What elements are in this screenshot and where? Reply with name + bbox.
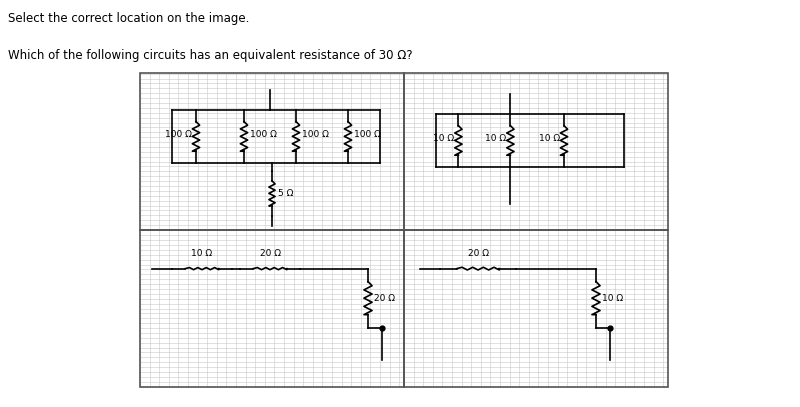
Text: 10 Ω: 10 Ω bbox=[191, 249, 213, 258]
Text: 100 Ω: 100 Ω bbox=[165, 130, 192, 139]
Bar bbox=[140, 73, 404, 230]
Text: 20 Ω: 20 Ω bbox=[374, 293, 395, 303]
Text: 10 Ω: 10 Ω bbox=[602, 293, 623, 303]
Text: 10 Ω: 10 Ω bbox=[434, 134, 454, 143]
Bar bbox=[404, 230, 668, 387]
Bar bbox=[404, 73, 668, 230]
Text: Select the correct location on the image.: Select the correct location on the image… bbox=[8, 12, 250, 25]
Text: 10 Ω: 10 Ω bbox=[539, 134, 560, 143]
Text: 5 Ω: 5 Ω bbox=[278, 189, 294, 198]
Text: 20 Ω: 20 Ω bbox=[467, 249, 489, 258]
Text: 20 Ω: 20 Ω bbox=[259, 249, 281, 258]
Text: 100 Ω: 100 Ω bbox=[302, 130, 329, 139]
Text: Which of the following circuits has an equivalent resistance of 30 Ω?: Which of the following circuits has an e… bbox=[8, 49, 413, 62]
Text: 100 Ω: 100 Ω bbox=[250, 130, 277, 139]
Text: 10 Ω: 10 Ω bbox=[486, 134, 506, 143]
Bar bbox=[140, 230, 404, 387]
Text: 100 Ω: 100 Ω bbox=[354, 130, 381, 139]
